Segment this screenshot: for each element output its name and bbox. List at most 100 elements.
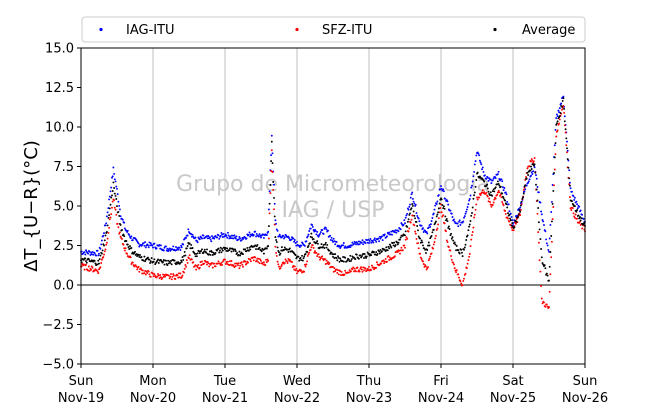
- data-point: [545, 238, 548, 241]
- data-point: [95, 254, 98, 257]
- data-point: [409, 203, 411, 206]
- data-point: [152, 260, 155, 263]
- data-point: [102, 234, 105, 237]
- data-point: [249, 258, 252, 261]
- data-point: [535, 183, 537, 186]
- data-point: [543, 264, 546, 267]
- data-point: [530, 165, 532, 168]
- data-point: [415, 220, 418, 223]
- data-point: [378, 263, 381, 266]
- data-point: [459, 223, 462, 226]
- data-point: [519, 208, 522, 211]
- data-point: [165, 245, 167, 248]
- data-point: [436, 227, 439, 230]
- data-point: [409, 221, 412, 224]
- data-point: [351, 268, 354, 271]
- data-point: [125, 240, 128, 242]
- data-point: [573, 216, 576, 219]
- data-point: [224, 246, 227, 249]
- series-sfz-itu: [80, 105, 586, 309]
- data-point: [558, 115, 561, 118]
- data-point: [97, 254, 100, 257]
- data-point: [323, 247, 326, 249]
- data-point: [370, 254, 373, 257]
- data-point: [229, 247, 232, 250]
- grid-layer: [81, 48, 585, 364]
- data-point: [469, 220, 472, 222]
- data-point: [365, 257, 368, 259]
- data-point: [114, 208, 117, 211]
- data-point: [537, 231, 540, 234]
- data-point: [234, 250, 237, 253]
- data-point: [280, 249, 283, 252]
- data-point: [506, 200, 509, 203]
- data-point: [375, 261, 378, 264]
- data-point: [141, 243, 144, 246]
- data-point: [122, 233, 125, 236]
- data-point: [130, 246, 133, 249]
- data-point: [576, 203, 579, 206]
- data-point: [504, 191, 507, 194]
- data-point: [115, 185, 118, 188]
- data-point: [422, 231, 425, 233]
- data-point: [219, 249, 221, 252]
- data-point: [260, 250, 263, 253]
- data-point: [489, 178, 492, 181]
- data-point: [229, 260, 231, 263]
- data-point: [113, 206, 116, 209]
- data-point: [230, 260, 233, 262]
- data-point: [411, 191, 414, 194]
- data-point: [203, 248, 206, 251]
- data-point: [560, 102, 563, 105]
- data-point: [286, 248, 289, 251]
- data-point: [542, 263, 545, 266]
- data-point: [194, 236, 197, 239]
- data-point: [123, 249, 126, 252]
- data-point: [544, 305, 547, 308]
- data-point: [151, 244, 154, 247]
- data-point: [396, 243, 399, 246]
- data-point: [540, 210, 543, 213]
- data-point: [383, 260, 386, 263]
- data-point: [471, 184, 473, 187]
- data-point: [474, 160, 477, 163]
- data-point: [110, 186, 113, 189]
- data-point: [99, 266, 102, 269]
- data-point: [226, 247, 229, 250]
- data-point: [415, 237, 418, 240]
- data-point: [527, 181, 530, 184]
- axes-layer: 15.012.510.07.55.02.50.0−2.5−5.0SunNov-1…: [21, 42, 608, 407]
- data-point: [332, 255, 334, 258]
- data-point: [402, 223, 405, 226]
- data-point: [287, 251, 290, 253]
- data-point: [566, 151, 568, 154]
- data-point: [170, 273, 172, 275]
- data-point: [561, 99, 564, 102]
- data-point: [216, 262, 219, 265]
- data-point: [269, 192, 272, 195]
- data-point: [386, 260, 388, 263]
- data-point: [486, 187, 489, 190]
- data-point: [346, 259, 349, 262]
- data-point: [220, 231, 223, 234]
- data-point: [555, 123, 558, 126]
- data-point: [427, 241, 430, 244]
- data-point: [283, 236, 286, 239]
- data-point: [563, 107, 566, 110]
- data-point: [335, 257, 338, 259]
- data-point: [520, 200, 523, 203]
- data-point: [194, 264, 197, 267]
- data-point: [563, 115, 566, 118]
- data-point: [565, 144, 568, 147]
- data-point: [119, 235, 122, 238]
- data-point: [394, 229, 397, 232]
- data-point: [536, 199, 539, 202]
- data-point: [498, 191, 501, 194]
- data-point: [219, 264, 222, 266]
- data-point: [168, 277, 171, 280]
- data-point: [515, 220, 518, 223]
- data-point: [234, 237, 237, 240]
- data-point: [393, 255, 396, 258]
- data-point: [478, 159, 481, 162]
- data-point: [135, 265, 138, 268]
